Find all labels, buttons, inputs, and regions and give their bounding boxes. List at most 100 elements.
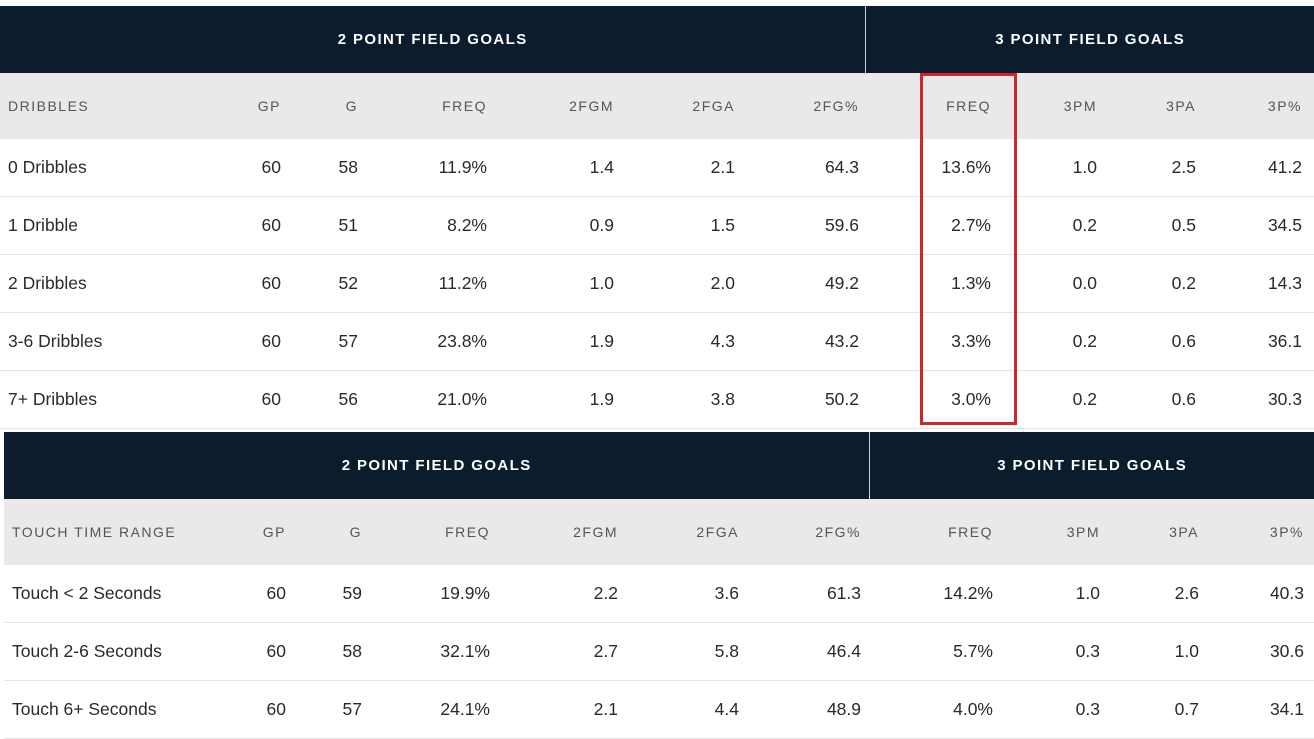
stat-cell: 49.2 xyxy=(824,273,859,293)
stat-cell: 1.0 xyxy=(1174,641,1199,661)
table-row: Touch 6+ Seconds 60 57 24.1% 2.1 4.4 48.9 4.0% 0… xyxy=(4,681,1314,739)
touch-time-table: 2 POINT FIELD GOALS 3 POINT FIELD GOALS … xyxy=(4,432,1314,739)
row-label-cell: 2 Dribbles xyxy=(8,273,87,293)
column-header-dribbles[interactable]: DRIBBLES xyxy=(8,98,90,114)
stat-cell: 60 xyxy=(266,641,286,661)
stat-cell: 0.7 xyxy=(1174,699,1199,719)
row-label-cell: 1 Dribble xyxy=(8,215,79,235)
column-header-touch-time-range[interactable]: TOUCH TIME RANGE xyxy=(12,524,177,540)
stat-cell: 3.0% xyxy=(951,389,991,409)
column-header-2fgm[interactable]: 2FGM xyxy=(569,98,614,114)
group-header-3pt: 3 POINT FIELD GOALS xyxy=(995,31,1186,48)
stat-cell: 11.9% xyxy=(438,157,487,177)
stat-cell: 57 xyxy=(338,331,358,351)
stat-cell: 51 xyxy=(338,215,358,235)
stat-cell: 1.0 xyxy=(1075,583,1100,603)
stat-cell: 11.2% xyxy=(438,273,487,293)
stat-cell: 57 xyxy=(342,699,362,719)
stat-cell: 0.3 xyxy=(1075,699,1100,719)
row-label-cell: Touch 6+ Seconds xyxy=(12,699,157,719)
column-header-g[interactable]: G xyxy=(345,98,358,114)
stat-cell: 0.9 xyxy=(589,215,614,235)
column-header-3pt-freq[interactable]: FREQ xyxy=(948,524,993,540)
stat-cell: 2.7 xyxy=(593,641,618,661)
group-header-2pt: 2 POINT FIELD GOALS xyxy=(0,6,867,73)
stat-cell: 60 xyxy=(261,389,281,409)
stat-cell: 14.2% xyxy=(943,583,993,603)
column-header-gp[interactable]: GP xyxy=(257,98,281,114)
column-header-3pa[interactable]: 3PA xyxy=(1166,98,1196,114)
stat-cell: 0.5 xyxy=(1171,215,1196,235)
column-header-2fga[interactable]: 2FGA xyxy=(696,524,739,540)
dribbles-table: 2 POINT FIELD GOALS 3 POINT FIELD GOALS … xyxy=(0,6,1314,429)
column-header-2fgm[interactable]: 2FGM xyxy=(573,524,618,540)
column-header-3p-pct[interactable]: 3P% xyxy=(1267,98,1302,114)
group-header-2pt: 2 POINT FIELD GOALS xyxy=(4,432,871,499)
stat-cell: 46.4 xyxy=(826,641,861,661)
stat-cell: 24.1% xyxy=(440,699,490,719)
group-header-3pt: 3 POINT FIELD GOALS xyxy=(997,457,1188,474)
stat-cell: 60 xyxy=(261,215,281,235)
table-row: 2 Dribbles 60 52 11.2% 1.0 2.0 49.2 1.3% 0.0 0.2 1… xyxy=(0,255,1314,313)
stat-cell: 0.0 xyxy=(1072,273,1097,293)
column-header-gp[interactable]: GP xyxy=(262,524,286,540)
stat-cell: 1.9 xyxy=(589,331,614,351)
column-header-g[interactable]: G xyxy=(349,524,362,540)
stat-cell: 34.1 xyxy=(1269,699,1304,719)
stat-cell: 1.5 xyxy=(710,215,735,235)
stat-cell: 36.1 xyxy=(1267,331,1302,351)
stat-cell: 58 xyxy=(338,157,358,177)
stat-cell: 60 xyxy=(266,699,286,719)
stat-cell: 2.5 xyxy=(1171,157,1196,177)
stat-cell: 1.0 xyxy=(1072,157,1097,177)
stat-cell: 34.5 xyxy=(1267,215,1302,235)
table-row: 1 Dribble 60 51 8.2% 0.9 1.5 59.6 2.7% 0.2 0.5 34.… xyxy=(0,197,1314,255)
row-label-cell: 3-6 Dribbles xyxy=(8,331,103,351)
column-header-3pm[interactable]: 3PM xyxy=(1066,524,1100,540)
group-header-row: 2 POINT FIELD GOALS 3 POINT FIELD GOALS xyxy=(4,432,1314,499)
stat-cell: 0.2 xyxy=(1072,389,1097,409)
stat-cell: 14.3 xyxy=(1267,273,1302,293)
stat-cell: 13.6% xyxy=(941,157,991,177)
stat-cell: 41.2 xyxy=(1267,157,1302,177)
column-header-row: TOUCH TIME RANGE GP G FREQ 2FGM 2FGA 2FG… xyxy=(4,499,1314,565)
stat-cell: 59.6 xyxy=(824,215,859,235)
column-header-2pt-freq[interactable]: FREQ xyxy=(445,524,490,540)
column-header-3p-pct[interactable]: 3P% xyxy=(1269,524,1304,540)
stat-cell: 0.6 xyxy=(1171,331,1196,351)
stat-cell: 8.2% xyxy=(447,215,487,235)
table-row: 3-6 Dribbles 60 57 23.8% 1.9 4.3 43.2 3.3% 0.2 0.… xyxy=(0,313,1314,371)
column-header-2fga[interactable]: 2FGA xyxy=(692,98,735,114)
column-header-2fg-pct[interactable]: 2FG% xyxy=(815,524,861,540)
row-label-cell: Touch 2-6 Seconds xyxy=(12,641,162,661)
table-row: Touch 2-6 Seconds 60 58 32.1% 2.7 5.8 46.4 5.7%… xyxy=(4,623,1314,681)
stat-cell: 3.6 xyxy=(714,583,739,603)
column-header-2fg-pct[interactable]: 2FG% xyxy=(813,98,859,114)
stat-cell: 21.0% xyxy=(437,389,487,409)
column-header-2pt-freq[interactable]: FREQ xyxy=(442,98,487,114)
stat-cell: 48.9 xyxy=(826,699,861,719)
column-header-3pa[interactable]: 3PA xyxy=(1169,524,1199,540)
stat-cell: 2.6 xyxy=(1174,583,1199,603)
stat-cell: 60 xyxy=(261,157,281,177)
stat-cell: 59 xyxy=(342,583,362,603)
table-body: Touch < 2 Seconds 60 59 19.9% 2.2 3.6 61.3 14.2… xyxy=(4,565,1314,739)
stat-cell: 60 xyxy=(266,583,286,603)
stat-cell: 60 xyxy=(261,331,281,351)
stat-cell: 0.3 xyxy=(1075,641,1100,661)
stat-cell: 30.6 xyxy=(1269,641,1304,661)
stat-cell: 1.4 xyxy=(589,157,614,177)
stat-cell: 2.1 xyxy=(593,699,618,719)
row-label-cell: 7+ Dribbles xyxy=(8,389,98,409)
row-label-cell: Touch < 2 Seconds xyxy=(12,583,162,603)
table-row: 0 Dribbles 60 58 11.9% 1.4 2.1 64.3 13.6% 1.0 2.5… xyxy=(0,139,1314,197)
stat-cell: 2.2 xyxy=(593,583,618,603)
column-header-3pt-freq[interactable]: FREQ xyxy=(946,98,991,114)
stat-cell: 4.0% xyxy=(953,699,993,719)
stat-cell: 0.2 xyxy=(1171,273,1196,293)
column-header-3pm[interactable]: 3PM xyxy=(1063,98,1097,114)
stat-cell: 52 xyxy=(338,273,358,293)
stat-cell: 23.8% xyxy=(437,331,487,351)
stat-cell: 4.3 xyxy=(710,331,735,351)
row-label-cell: 0 Dribbles xyxy=(8,157,87,177)
